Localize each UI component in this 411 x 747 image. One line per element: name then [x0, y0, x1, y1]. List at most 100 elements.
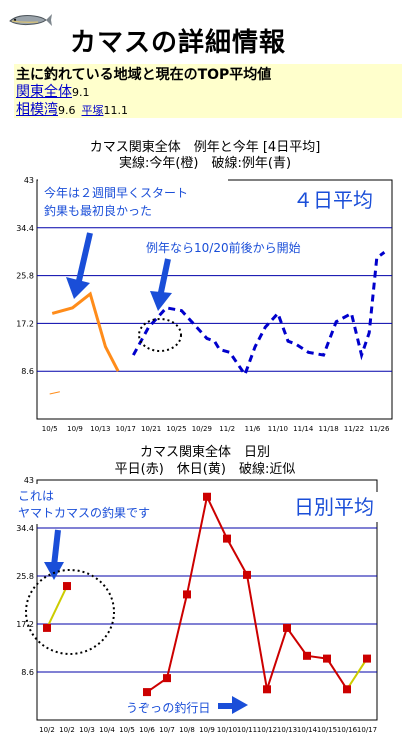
- data-point-marker: [363, 654, 371, 663]
- x-tick-label: 10/16: [337, 726, 358, 734]
- y-tick-label: 25.8: [16, 272, 34, 281]
- x-tick-label: 11/26: [369, 425, 390, 433]
- x-tick-label: 10/11: [237, 726, 257, 734]
- y-tick-label: 34.4: [16, 224, 34, 233]
- y-tick-label: 43: [24, 176, 34, 185]
- chart-subtitle: 平日(赤) 休日(黄) 破線:近似: [115, 461, 296, 477]
- data-point-marker: [63, 582, 71, 591]
- x-tick-label: 10/9: [67, 425, 83, 433]
- weekday-segment: [226, 538, 248, 576]
- page-title: カマスの詳細情報: [70, 28, 287, 58]
- data-point-marker: [343, 685, 351, 694]
- weekday-segment: [266, 627, 288, 690]
- summary-heading: 主に釣れている地域と現在のTOP平均値: [16, 67, 272, 83]
- x-tick-label: 10/29: [192, 425, 212, 433]
- weekday-segment: [286, 627, 308, 657]
- x-tick-label: 10/2: [39, 726, 55, 734]
- area-link-sagami[interactable]: 相模湾: [16, 102, 58, 118]
- x-tick-label: 10/25: [166, 425, 186, 433]
- area-value: 9.1: [72, 86, 90, 99]
- annotation-text: ヤマトカマスの釣果です: [18, 505, 150, 520]
- summary-panel: 主に釣れている地域と現在のTOP平均値 関東全体9.1 相模湾9.6 平塚11.1: [14, 64, 402, 118]
- holiday-segment: [46, 585, 68, 629]
- x-tick-label: 10/17: [357, 726, 377, 734]
- label-box: [282, 492, 386, 522]
- x-tick-label: 10/9: [199, 726, 215, 734]
- arrow-icon: [150, 291, 172, 311]
- x-tick-label: 11/18: [319, 425, 339, 433]
- x-tick-label: 10/5: [119, 726, 135, 734]
- label-box-text: ４日平均: [293, 188, 373, 212]
- data-point-marker: [43, 623, 51, 632]
- sub-area-value: 11.1: [103, 104, 129, 117]
- annotation-text: うぞっの釣行日: [126, 700, 210, 715]
- arrow-icon: [232, 696, 248, 714]
- x-tick-labels: 10/5 10/9 10/13 10/17 10/21 10/25 10/29 11/2 11/…: [42, 425, 390, 433]
- data-point-marker: [203, 492, 211, 501]
- weekday-segment: [166, 594, 188, 679]
- holiday-segment: [346, 658, 368, 690]
- arrow-icon: [44, 562, 64, 580]
- x-tick-label: 10/13: [90, 425, 110, 433]
- arrow-icon: [51, 529, 61, 567]
- x-tick-label: 10/17: [116, 425, 136, 433]
- data-point-marker: [143, 688, 151, 697]
- arrow-icon: [66, 277, 90, 299]
- annotation-box: [124, 698, 228, 716]
- x-tick-label: 10/2: [59, 726, 75, 734]
- area-value: 9.6: [58, 104, 76, 117]
- y-tick-label: 17.2: [16, 319, 34, 328]
- y-tick-label: 17.2: [16, 620, 34, 629]
- barracuda-fish-icon: [9, 14, 52, 26]
- arrow-icon: [157, 258, 171, 298]
- x-tick-label: 10/13: [277, 726, 297, 734]
- current-year-start-tick: [49, 391, 60, 395]
- chart-subtitle: 実線:今年(橙) 破線:例年(青): [119, 155, 291, 171]
- annotation-box: [16, 484, 176, 524]
- x-tick-label: 10/6: [139, 726, 155, 734]
- data-point-marker: [183, 590, 191, 599]
- x-tick-label: 11/10: [268, 425, 288, 433]
- x-tick-label: 11/2: [219, 425, 235, 433]
- x-tick-label: 10/15: [317, 726, 337, 734]
- highlight-circle: [25, 569, 115, 655]
- daily-chart: カマス関東全体 日別 平日(赤) 休日(黄) 破線:近似 8.6 17.2 25.8…: [16, 444, 386, 734]
- data-point-marker: [323, 654, 331, 663]
- chart-title: カマス関東全体 例年と今年 [4日平均]: [90, 139, 321, 155]
- data-point-marker: [163, 674, 171, 683]
- x-tick-label: 10/10: [217, 726, 237, 734]
- annotation-text: これは: [18, 489, 54, 503]
- label-box: [280, 183, 386, 215]
- current-year-line: [51, 291, 120, 372]
- annotation-text: 今年は２週間早くスタート: [44, 185, 188, 200]
- data-point-marker: [303, 651, 311, 660]
- x-tick-label: 11/14: [293, 425, 314, 433]
- x-tick-label: 10/5: [42, 425, 58, 433]
- x-tick-label: 10/21: [141, 425, 161, 433]
- area-link-kanto[interactable]: 関東全体: [16, 84, 72, 100]
- chart-series: [43, 492, 371, 697]
- x-tick-label: 10/4: [99, 726, 115, 734]
- weekday-segment: [206, 496, 228, 540]
- annotation-text: 釣果も最初良かった: [44, 203, 152, 218]
- x-tick-labels: 10/2 10/2 10/3 10/4 10/5 10/6 10/7 10/8 10/9 10/1…: [39, 726, 377, 734]
- y-tick-label: 8.6: [21, 668, 34, 677]
- label-box-text: 日別平均: [294, 495, 374, 519]
- x-tick-label: 10/3: [79, 726, 95, 734]
- chart-annotations: 今年は２週間早くスタート 釣果も最初良かった 例年なら10/20前後から開始 ４…: [38, 179, 386, 352]
- annotation-box: [142, 237, 338, 257]
- highlight-circle: [138, 318, 182, 352]
- data-point-marker: [263, 685, 271, 694]
- weekday-segment: [326, 658, 348, 690]
- data-point-marker: [283, 623, 291, 632]
- x-tick-label: 10/7: [159, 726, 175, 734]
- x-tick-label: 11/6: [245, 425, 261, 433]
- chart-annotations: これは ヤマトカマスの釣果です 日別平均 うぞっの釣行日: [16, 484, 386, 716]
- four-day-average-chart: カマス関東全体 例年と今年 [4日平均] 実線:今年(橙) 破線:例年(青) 8…: [16, 139, 393, 433]
- annotation-box: [38, 179, 228, 225]
- arrow-icon: [75, 232, 93, 286]
- y-tick-labels: 8.6 17.2 25.8 34.4 43: [16, 176, 34, 376]
- weekday-segment: [186, 496, 208, 595]
- x-tick-label: 10/12: [257, 726, 277, 734]
- sub-area-link-hiratsuka[interactable]: 平塚: [81, 104, 104, 117]
